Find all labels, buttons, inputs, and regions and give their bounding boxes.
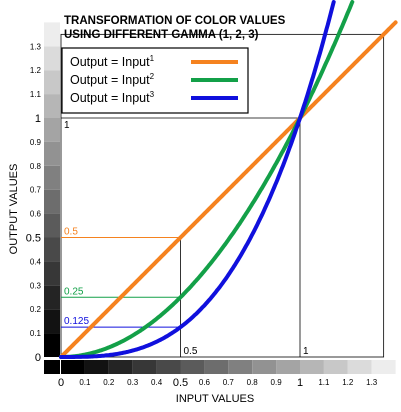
- x-gray-swatch: [61, 360, 85, 374]
- y-gray-swatch: [44, 118, 60, 142]
- gray-corner-swatch: [44, 360, 60, 374]
- series-curves: [59, 0, 398, 359]
- y-tick-label: 0.1: [30, 329, 42, 338]
- series-line-gamma-3: [59, 0, 336, 359]
- y-gray-swatch: [44, 285, 60, 310]
- y-tick-label: 0.9: [30, 138, 42, 147]
- reference-lines: 0.5 0.25 0.125 0.5 1 1: [61, 117, 309, 357]
- x-gray-swatch: [108, 360, 133, 374]
- corner-label-x-one: 1: [303, 346, 309, 357]
- x-gray-swatch: [156, 360, 181, 374]
- x-gray-swatch: [347, 360, 372, 374]
- x-tick-label: 1.1: [318, 378, 330, 387]
- x-gray-swatch: [84, 360, 109, 374]
- y-gray-swatch: [44, 189, 60, 214]
- annotation-label-2: 0.25: [64, 286, 84, 297]
- x-tick-label: 0.2: [103, 378, 115, 387]
- y-tick-label: 1.3: [30, 42, 42, 51]
- legend: Output = Input1 Output = Input2 Output =…: [61, 47, 249, 114]
- x-tick-label: 0.6: [199, 378, 211, 387]
- y-axis-label: OUTPUT VALUES: [8, 164, 20, 255]
- x-gray-swatch: [300, 360, 324, 374]
- legend-label-3: Output = Input3: [70, 90, 155, 105]
- x-gray-swatch: [180, 360, 205, 374]
- y-tick-label: 0.6: [30, 210, 42, 219]
- x-tick-label: 0.1: [79, 378, 91, 387]
- x-grayscale-bar: [44, 360, 396, 374]
- x-gray-swatch: [276, 360, 300, 374]
- legend-label-1: Output = Input1: [70, 54, 155, 69]
- x-gray-swatch: [323, 360, 348, 374]
- legend-label-2: Output = Input2: [70, 72, 155, 87]
- x-tick-label: 0.3: [127, 378, 139, 387]
- corner-label-y-one: 1: [64, 120, 70, 131]
- chart-title-line-2: USING DIFFERENT GAMMA (1, 2, 3): [64, 29, 259, 41]
- x-tick-label: 0: [58, 377, 64, 389]
- y-gray-swatch: [44, 94, 60, 118]
- chart-title-line-1: TRANSFORMATION OF COLOR VALUES: [64, 15, 286, 27]
- y-gray-swatch: [44, 70, 60, 95]
- x-tick-label: 1.3: [366, 378, 378, 387]
- y-grayscale-bar: [44, 22, 60, 357]
- y-gray-swatch: [44, 141, 60, 166]
- y-gray-swatch: [44, 213, 60, 238]
- x-tick-label: 0.5: [173, 377, 188, 389]
- y-gray-swatch: [44, 237, 60, 262]
- x-axis-label: INPUT VALUES: [176, 393, 254, 405]
- x-gray-swatch: [252, 360, 277, 374]
- series-line-gamma-1: [59, 20, 398, 359]
- x-axis-ticks: 0 0.1 0.2 0.3 0.4 0.5 0.6 0.7 0.8 0.9 1 1.1 1.2 1.3: [58, 377, 378, 389]
- annotation-label-1: 0.5: [64, 227, 78, 238]
- y-tick-label: 0.5: [26, 233, 41, 245]
- x-gray-swatch: [204, 360, 229, 374]
- y-gray-swatch: [44, 261, 60, 286]
- x-tick-label: 1.2: [342, 378, 354, 387]
- y-gray-swatch: [44, 309, 60, 334]
- legend-item-1: Output = Input1: [70, 54, 238, 69]
- y-tick-label: 0.2: [30, 305, 42, 314]
- y-tick-label: 0.7: [30, 186, 42, 195]
- y-gray-swatch: [44, 46, 60, 71]
- y-tick-label: 0.8: [30, 162, 42, 171]
- x-tick-label: 0.4: [151, 378, 163, 387]
- y-tick-label: 1.2: [30, 66, 42, 75]
- x-tick-label: 0.9: [271, 378, 283, 387]
- x-tick-label: 0.7: [223, 378, 235, 387]
- y-tick-label: 0.4: [30, 257, 42, 266]
- x-gray-swatch: [132, 360, 157, 374]
- annotation-label-3: 0.125: [64, 316, 89, 327]
- y-gray-swatch: [44, 333, 60, 357]
- y-tick-label: 0.3: [30, 281, 42, 290]
- legend-item-2: Output = Input2: [70, 72, 238, 87]
- plot-frame: [60, 33, 385, 358]
- y-gray-swatch: [44, 165, 60, 190]
- y-tick-label: 0: [35, 352, 41, 364]
- y-gray-swatch: [44, 22, 60, 47]
- corner-label-x-half: 0.5: [184, 346, 198, 357]
- x-tick-label: 0.8: [247, 378, 259, 387]
- y-axis-ticks: 0 0.1 0.2 0.3 0.4 0.5 0.6 0.7 0.8 0.9 1 1.1 1.2 1.3: [26, 42, 42, 364]
- x-gray-swatch: [371, 360, 396, 374]
- x-gray-swatch: [228, 360, 253, 374]
- x-tick-label: 1: [297, 377, 303, 389]
- y-tick-label: 1.1: [30, 90, 42, 99]
- y-tick-label: 1: [35, 113, 41, 125]
- legend-item-3: Output = Input3: [70, 90, 238, 105]
